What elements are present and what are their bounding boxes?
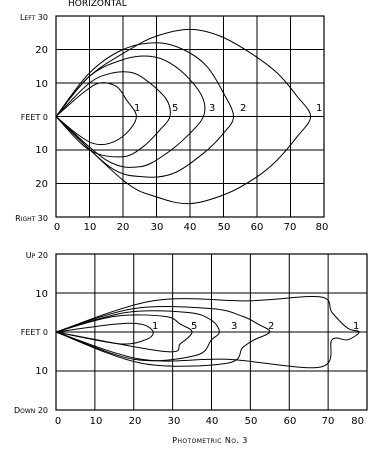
top-title-fragment: HORIZONTAL — [68, 0, 127, 9]
h-xtick-30: 30 — [151, 222, 164, 233]
v-xtick-10: 10 — [90, 416, 103, 427]
h-xtick-10: 10 — [84, 222, 97, 233]
v-xtick-20: 20 — [129, 416, 142, 427]
h-xtick-60: 60 — [251, 222, 264, 233]
v-ytick-feet-0: FEET 0 — [21, 328, 48, 337]
v-xtick-30: 30 — [168, 416, 181, 427]
vertical-grid — [56, 254, 367, 410]
h-isolux-curve-5 — [55, 28, 312, 205]
horizontal-curves — [55, 28, 312, 205]
vertical-curves — [55, 295, 360, 369]
v-xtick-80: 80 — [351, 416, 364, 427]
h-isolux-curve-2 — [55, 71, 171, 158]
h-xtick-40: 40 — [184, 222, 197, 233]
v-isolux-curve-3 — [55, 310, 220, 362]
v-xtick-0: 0 — [55, 416, 61, 427]
horizontal-panel: Left 30 20 10 FEET 0 10 20 Right 30 0 10… — [15, 13, 328, 233]
h-ytick-20: 20 — [35, 45, 48, 56]
h-curve-label-1-outer: 1 — [316, 103, 322, 114]
v-curve-label-2: 2 — [268, 321, 274, 332]
h-ytick-10-lower: 10 — [35, 145, 48, 156]
figure-caption: Photometric No. 3 — [172, 436, 247, 445]
h-curve-label-1-inner: 1 — [134, 103, 140, 114]
h-curve-label-5: 5 — [172, 103, 178, 114]
horizontal-grid — [56, 16, 324, 217]
v-xtick-40: 40 — [206, 416, 219, 427]
h-ytick-left-30: Left 30 — [20, 13, 48, 22]
v-xtick-70: 70 — [322, 416, 335, 427]
h-isolux-curve-1 — [55, 82, 137, 146]
v-xtick-60: 60 — [284, 416, 297, 427]
h-ytick-right-30: Right 30 — [15, 214, 48, 223]
h-ytick-10: 10 — [35, 79, 48, 90]
v-xtick-50: 50 — [245, 416, 258, 427]
h-xtick-80: 80 — [316, 222, 329, 233]
h-curve-label-3: 3 — [209, 103, 215, 114]
h-isolux-curve-4 — [55, 42, 235, 178]
vertical-panel: Up 20 10 FEET 0 10 Down 20 0 10 20 30 40… — [14, 251, 368, 427]
v-curve-label-1-inner: 1 — [152, 321, 158, 332]
h-xtick-0: 0 — [54, 222, 60, 233]
v-ytick-down-20: Down 20 — [14, 406, 48, 415]
h-xtick-20: 20 — [117, 222, 130, 233]
h-xtick-70: 70 — [284, 222, 297, 233]
v-ytick-up-20: Up 20 — [26, 251, 48, 260]
h-ytick-20-lower: 20 — [35, 179, 48, 190]
h-curve-label-2: 2 — [240, 103, 246, 114]
v-ytick-10: 10 — [35, 289, 48, 300]
v-isolux-curve-5 — [55, 295, 360, 369]
h-isolux-curve-3 — [55, 55, 206, 168]
v-curve-label-5: 5 — [191, 321, 197, 332]
v-isolux-curve-4 — [55, 306, 271, 367]
v-curve-label-1-outer: 1 — [353, 321, 359, 332]
h-xtick-50: 50 — [218, 222, 231, 233]
v-ytick-10-lower: 10 — [35, 366, 48, 377]
v-isolux-curve-2 — [55, 314, 193, 353]
v-curve-label-3: 3 — [231, 321, 237, 332]
h-ytick-feet-0: FEET 0 — [21, 113, 48, 122]
